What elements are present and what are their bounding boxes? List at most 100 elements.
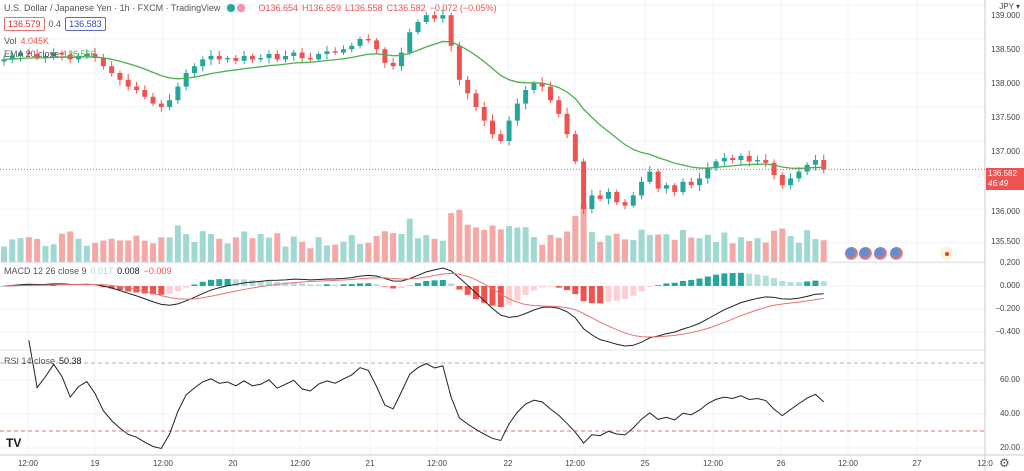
macd-histogram-bar xyxy=(506,286,513,305)
event-flag-icon[interactable] xyxy=(859,247,872,260)
macd-histogram-bar xyxy=(332,284,339,286)
macd-line xyxy=(3,267,824,347)
macd-histogram-bar xyxy=(191,284,198,286)
volume-bar xyxy=(67,231,74,262)
candle-body xyxy=(332,51,338,53)
candle-body xyxy=(746,155,752,162)
candle-body xyxy=(779,175,785,186)
macd-histogram-bar xyxy=(522,286,529,295)
ohlc-low: L136.558 xyxy=(345,3,383,13)
time-tick: 22 xyxy=(503,459,513,468)
macd-histogram-bar xyxy=(174,286,181,292)
ema-value: 136.566 xyxy=(63,49,96,59)
candle-body xyxy=(531,83,537,90)
volume-bar xyxy=(390,233,397,262)
candle-body xyxy=(481,107,487,121)
sell-button[interactable]: 136.579 xyxy=(4,17,45,31)
volume-bar xyxy=(307,248,314,262)
macd-tick: 0.200 xyxy=(999,258,1020,267)
volume-bar xyxy=(646,234,653,262)
macd-histogram-bar xyxy=(696,278,703,286)
macd-histogram-bar xyxy=(448,283,455,286)
candle-body xyxy=(498,134,504,141)
macd-histogram-bar xyxy=(439,279,446,286)
macd-histogram-bar xyxy=(150,286,157,295)
event-flag-icon[interactable] xyxy=(890,247,903,260)
currency-selector[interactable]: JPY ▾ xyxy=(999,2,1020,11)
event-flag-icon[interactable] xyxy=(874,247,887,260)
macd-histogram-bar xyxy=(108,286,115,289)
macd-histogram-bar xyxy=(779,280,786,286)
macd-histogram-bar xyxy=(787,282,794,286)
candle-body xyxy=(175,86,181,101)
macd-histogram-bar xyxy=(208,279,214,286)
candle-body xyxy=(191,66,197,73)
macd-histogram-bar xyxy=(613,286,620,301)
volume-bar xyxy=(506,226,513,262)
volume-bar xyxy=(721,232,728,262)
candle-body xyxy=(572,134,578,162)
candle-body xyxy=(133,86,139,90)
settings-gear-icon[interactable]: ⚙ xyxy=(999,456,1010,470)
macd-histogram-bar xyxy=(771,278,778,286)
candle-body xyxy=(465,79,471,94)
tradingview-logo-icon[interactable]: TV xyxy=(6,436,22,450)
volume-bar xyxy=(174,225,181,262)
macd-histogram-bar xyxy=(820,281,827,286)
volume-bar xyxy=(58,233,65,262)
volume-bar xyxy=(150,243,157,262)
macd-histogram-bar xyxy=(588,286,595,304)
volume-bar xyxy=(9,239,16,262)
volume-bar xyxy=(166,237,173,262)
volume-legend[interactable]: Vol 4.045K xyxy=(4,36,49,46)
macd-histogram-bar xyxy=(232,279,239,286)
macd-value: 0.008 xyxy=(117,266,140,276)
volume-bar xyxy=(522,227,529,262)
candle-body xyxy=(407,32,413,53)
macd-tick: −0.400 xyxy=(995,327,1020,336)
rsi-legend[interactable]: RSI 14 close 50.38 xyxy=(4,356,82,366)
volume-bar xyxy=(34,238,41,262)
event-flag-icon[interactable] xyxy=(845,247,858,260)
macd-histogram-bar xyxy=(605,286,612,302)
macd-histogram-bar xyxy=(199,281,206,286)
volume-bar xyxy=(638,229,645,262)
candle-body xyxy=(415,22,421,33)
macd-histogram-bar xyxy=(183,286,190,288)
time-tick: 19 xyxy=(90,459,100,468)
macd-histogram-bar xyxy=(390,286,397,289)
volume-bar xyxy=(249,238,256,262)
volume-bar xyxy=(323,245,330,262)
candle-body xyxy=(125,79,131,87)
current-price-label: 136.582 46:49 xyxy=(986,168,1024,190)
macd-histogram-bar xyxy=(655,285,662,286)
macd-tick: 0.000 xyxy=(999,281,1020,290)
macd-legend[interactable]: MACD 12 26 close 9 0.017 0.008 −0.009 xyxy=(4,266,171,276)
symbol-title[interactable]: U.S. Dollar / Japanese Yen · 1h · FXCM ·… xyxy=(4,3,221,13)
candle-body xyxy=(100,58,106,67)
market-status[interactable] xyxy=(224,3,249,13)
volume-bar xyxy=(481,229,488,262)
event-dot-icon[interactable] xyxy=(940,247,953,260)
volume-bar xyxy=(25,237,32,262)
symbol-legend: U.S. Dollar / Japanese Yen · 1h · FXCM ·… xyxy=(4,3,497,13)
candle-body xyxy=(59,52,65,55)
ema-legend[interactable]: EMA 20 close 136.566 xyxy=(4,49,96,59)
candle-body xyxy=(158,103,164,107)
buy-button[interactable]: 136.583 xyxy=(65,17,106,31)
macd-histogram-bar xyxy=(555,286,562,288)
macd-histogram-bar xyxy=(762,275,769,286)
candle-body xyxy=(547,86,553,101)
candle-body xyxy=(440,15,446,19)
candle-body xyxy=(688,181,694,186)
volume-bar xyxy=(216,238,223,262)
macd-hist-value: 0.017 xyxy=(90,266,114,276)
candle-body xyxy=(208,56,214,60)
candle-body xyxy=(639,181,645,196)
candle-body xyxy=(142,90,148,97)
price-tick: 137.500 xyxy=(991,113,1020,122)
candle-body xyxy=(721,158,727,162)
candle-body xyxy=(258,58,264,60)
volume-bar xyxy=(663,234,670,262)
